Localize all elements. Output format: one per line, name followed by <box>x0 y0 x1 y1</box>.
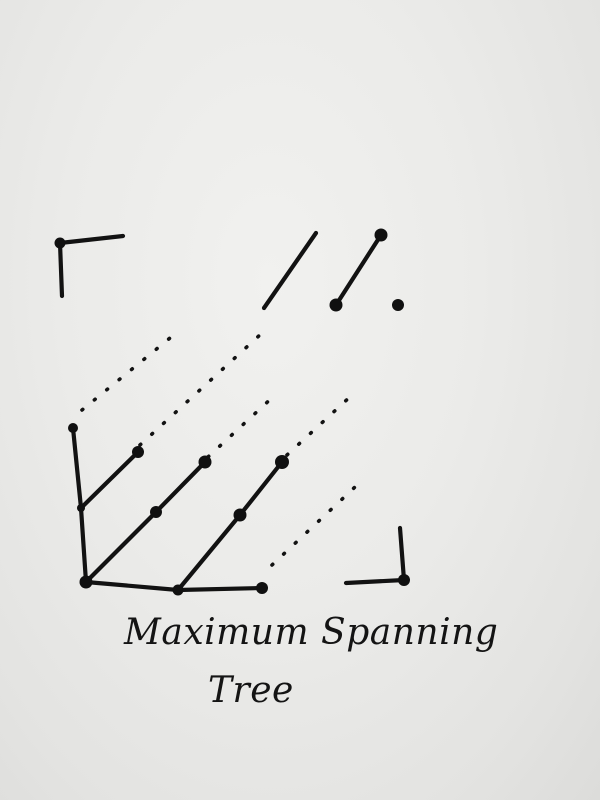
graph-node <box>329 298 343 312</box>
tree-edge <box>175 585 265 593</box>
tree-edge <box>83 509 159 585</box>
tree-edge <box>83 579 181 593</box>
graph-node <box>79 575 93 589</box>
tree-edge <box>333 232 384 308</box>
caption-line-1: Maximum Spanning <box>124 612 499 653</box>
graph-node <box>68 423 78 433</box>
graph-node <box>150 506 162 518</box>
tree-edge <box>343 577 407 586</box>
graph-node <box>172 584 184 596</box>
caption-line-2: Tree <box>208 670 294 711</box>
tree-edge <box>78 505 89 585</box>
graph-node <box>233 508 247 522</box>
graph-node <box>374 228 388 242</box>
dotted-edge <box>206 393 277 459</box>
tree-edges <box>57 230 407 593</box>
graph-node <box>54 237 66 249</box>
tree-edge <box>175 512 243 593</box>
tree-edge <box>78 449 141 511</box>
tree-edge <box>153 459 208 515</box>
tree-edge <box>57 233 126 246</box>
tree-edge <box>70 425 84 511</box>
tree-edge <box>57 240 65 299</box>
graph-node <box>256 582 268 594</box>
dotted-edge <box>80 336 172 412</box>
graph-node <box>198 455 212 469</box>
graph-node <box>275 455 289 469</box>
tree-nodes <box>54 228 410 596</box>
dotted-edge <box>270 485 357 567</box>
tree-edge <box>397 525 407 583</box>
graph-node <box>132 446 144 458</box>
tree-edge <box>261 230 319 311</box>
dotted-continuations <box>80 331 357 567</box>
tree-edge <box>237 459 285 518</box>
graph-node <box>398 574 410 586</box>
graph-node <box>392 299 404 311</box>
dotted-edge <box>285 393 354 457</box>
graph-node <box>77 504 85 512</box>
